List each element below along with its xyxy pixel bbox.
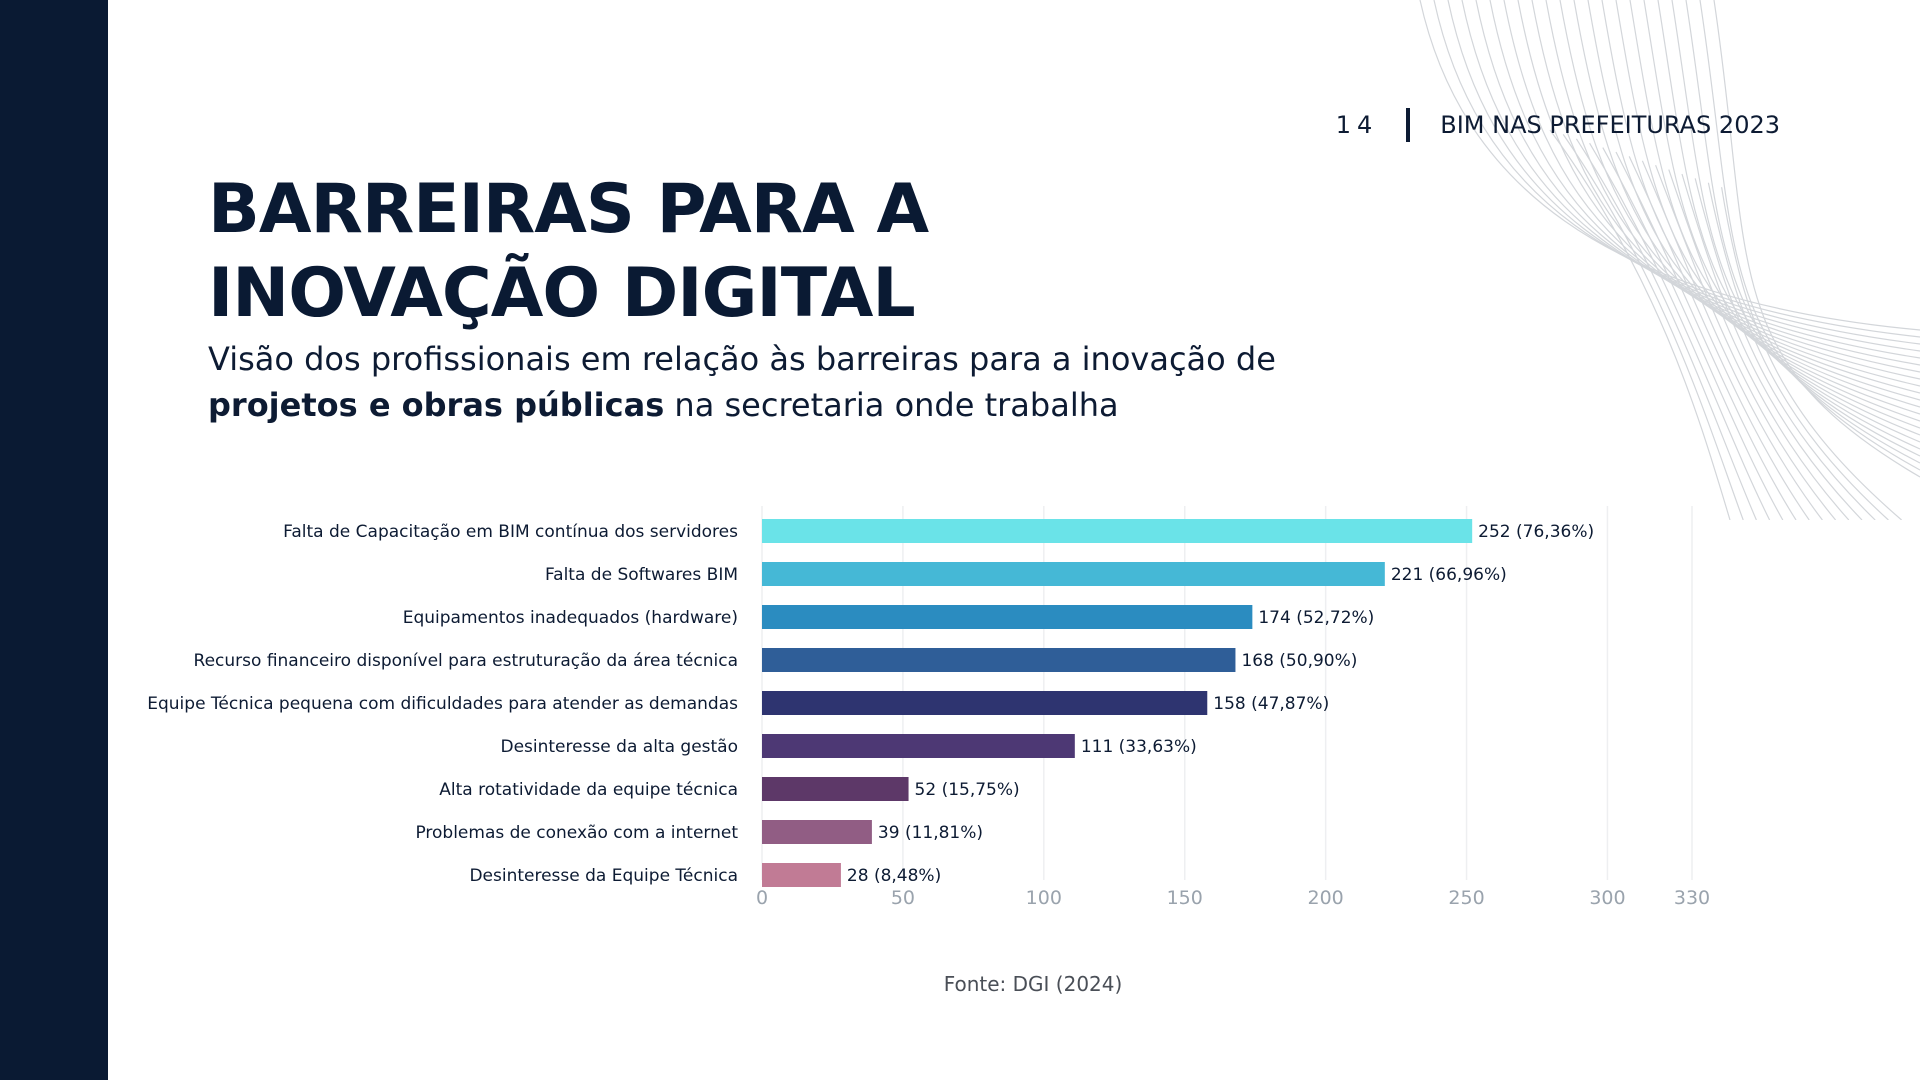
x-tick-label: 250 — [1448, 887, 1484, 909]
x-tick-label: 330 — [1674, 887, 1710, 909]
page-number: 14 — [1335, 111, 1379, 139]
data-label: 158 (47,87%) — [1213, 694, 1329, 714]
category-label: Recurso financeiro disponível para estru… — [194, 651, 738, 671]
bar — [762, 648, 1236, 672]
page-header: 14 BIM NAS PREFEITURAS 2023 — [1336, 108, 1780, 142]
category-label: Desinteresse da Equipe Técnica — [469, 866, 738, 886]
x-tick-label: 200 — [1308, 887, 1344, 909]
category-label: Equipe Técnica pequena com dificuldades … — [147, 694, 738, 714]
x-tick-label: 50 — [891, 887, 915, 909]
data-label: 252 (76,36%) — [1478, 522, 1594, 542]
subtitle-part-2: na secretaria onde trabalha — [664, 386, 1119, 424]
category-label: Alta rotatividade da equipe técnica — [439, 780, 738, 800]
bar — [762, 519, 1473, 543]
subtitle-part-1: Visão dos profissionais em relação às ba… — [208, 340, 1276, 378]
category-label: Equipamentos inadequados (hardware) — [403, 608, 738, 628]
header-divider — [1406, 108, 1411, 142]
wireframe-decoration — [1419, 0, 1920, 520]
bar — [762, 777, 909, 801]
data-label: 168 (50,90%) — [1241, 651, 1357, 671]
data-label: 28 (8,48%) — [847, 866, 941, 886]
document-title: BIM NAS PREFEITURAS 2023 — [1440, 111, 1780, 139]
data-label: 111 (33,63%) — [1081, 737, 1197, 757]
x-tick-label: 300 — [1589, 887, 1625, 909]
x-tick-label: 0 — [756, 887, 768, 909]
bar — [762, 820, 872, 844]
bar — [762, 562, 1385, 586]
category-label: Desinteresse da alta gestão — [500, 737, 738, 757]
data-label: 174 (52,72%) — [1258, 608, 1374, 628]
x-tick-label: 150 — [1167, 887, 1203, 909]
bar — [762, 734, 1075, 758]
subtitle: Visão dos profissionais em relação às ba… — [208, 336, 1408, 428]
side-bar — [0, 0, 108, 1080]
data-label: 39 (11,81%) — [878, 823, 983, 843]
x-tick-label: 100 — [1026, 887, 1062, 909]
bar — [762, 691, 1208, 715]
category-label: Falta de Softwares BIM — [545, 565, 738, 585]
page-title: BARREIRAS PARA A INOVAÇÃO DIGITAL — [208, 168, 1108, 336]
bar — [762, 863, 841, 887]
data-label: 52 (15,75%) — [915, 780, 1020, 800]
title-line-2: INOVAÇÃO DIGITAL — [208, 254, 916, 333]
category-label: Falta de Capacitação em BIM contínua dos… — [283, 522, 738, 542]
title-line-1: BARREIRAS PARA A — [208, 170, 929, 249]
bar — [762, 605, 1253, 629]
source-note: Fonte: DGI (2024) — [943, 972, 1123, 996]
subtitle-bold: projetos e obras públicas — [208, 386, 665, 424]
category-label: Problemas de conexão com a internet — [415, 823, 738, 843]
data-label: 221 (66,96%) — [1391, 565, 1507, 585]
